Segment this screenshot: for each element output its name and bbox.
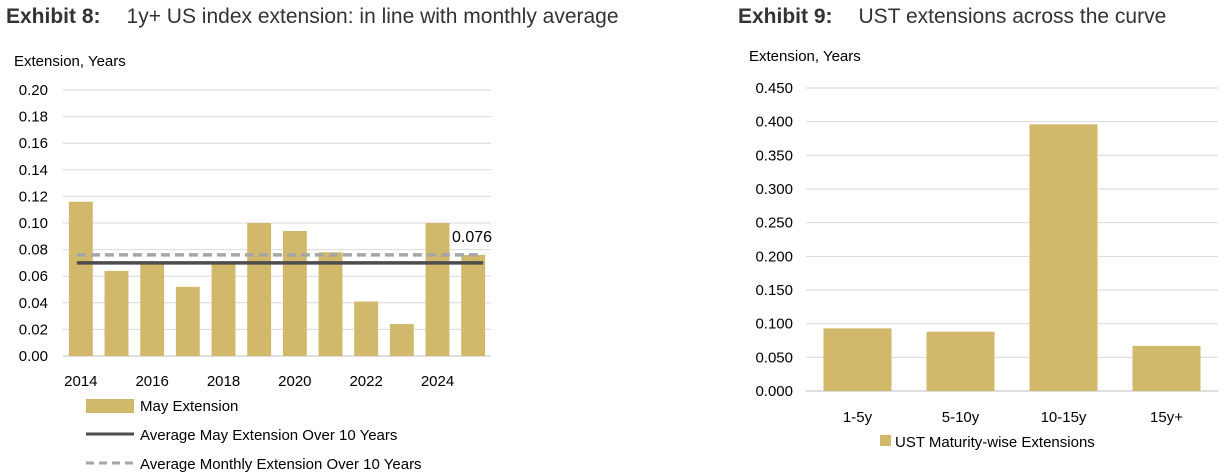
y-tick-label: 0.08 — [19, 242, 48, 259]
bar-2017 — [175, 286, 200, 356]
exhibit-8-label: Exhibit 8: — [6, 5, 101, 28]
average-lines — [76, 253, 484, 265]
bar-2023 — [389, 324, 414, 356]
bar-2016 — [140, 262, 165, 356]
exhibit-8-title: Exhibit 8: 1y+ US index extension: in lin… — [6, 5, 619, 29]
exhibit-9-subtitle: UST extensions across the curve — [858, 5, 1167, 28]
x-tick-labels: 2014 2016 2018 2020 2022 2024 — [64, 373, 454, 390]
y-tick-label: 0.18 — [19, 109, 48, 126]
gridlines — [63, 89, 491, 357]
legend-swatch-may-extension — [86, 399, 134, 413]
exhibit-9-title: Exhibit 9: UST extensions across the curv… — [738, 5, 1166, 29]
y-tick-label: 0.00 — [19, 348, 48, 365]
x-tick-label: 2018 — [207, 373, 240, 390]
y-tick-label: 0.12 — [19, 188, 48, 205]
bar-2025 — [461, 254, 486, 356]
bar-2021 — [318, 252, 343, 356]
x-tick-label: 2022 — [349, 373, 382, 390]
y-tick-label: 0.20 — [19, 82, 48, 99]
bar-2020 — [282, 230, 307, 356]
y-tick-label: 0.04 — [19, 295, 48, 312]
legend: May Extension Average May Extension Over… — [86, 398, 422, 473]
bar-2019 — [247, 223, 272, 356]
legend-label-average-monthly: Average Monthly Extension Over 10 Years — [140, 456, 422, 473]
y-tick-labels: 0.00 0.02 0.04 0.06 0.08 0.10 0.12 0.14 0.16 0.18… — [19, 82, 48, 365]
y-tick-label: 0.14 — [19, 162, 48, 179]
legend-label-average-may: Average May Extension Over 10 Years — [140, 427, 397, 444]
exhibit-8-subtitle: 1y+ US index extension: in line with mon… — [126, 5, 619, 28]
bar-2022 — [354, 301, 379, 356]
y-tick-label: 0.06 — [19, 268, 48, 285]
legend-label-may-extension: May Extension — [140, 398, 238, 415]
bar-2015 — [104, 270, 129, 356]
y-tick-label: 0.10 — [19, 215, 48, 232]
bar-2018 — [211, 262, 236, 356]
x-tick-label: 2016 — [135, 373, 168, 390]
x-tick-label: 2014 — [64, 373, 97, 390]
bar-2014 — [68, 201, 93, 356]
bar-2024 — [425, 223, 450, 356]
x-tick-label: 2024 — [421, 373, 454, 390]
bar-series — [68, 201, 486, 356]
y-tick-label: 0.16 — [19, 135, 48, 152]
exhibit-9-label: Exhibit 9: — [738, 5, 833, 28]
data-label-0076: 0.076 — [452, 229, 492, 246]
x-tick-label: 2020 — [278, 373, 311, 390]
y-tick-label: 0.02 — [19, 321, 48, 338]
y-axis-label: Extension, Years — [14, 53, 126, 70]
